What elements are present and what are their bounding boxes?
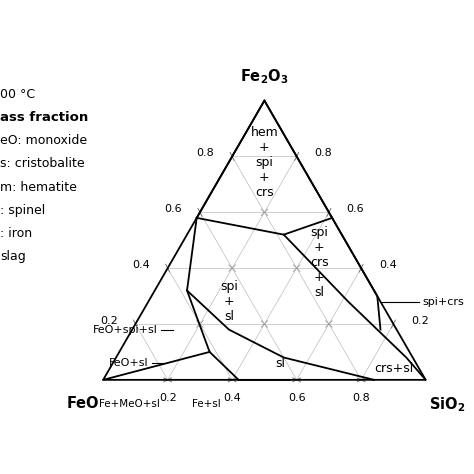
Text: FeO+spi+sl: FeO+spi+sl <box>93 325 158 335</box>
Text: 00 °C: 00 °C <box>0 88 35 100</box>
Text: 0.4: 0.4 <box>132 260 150 270</box>
Text: slag: slag <box>0 250 26 263</box>
Text: spi+crs: spi+crs <box>422 297 464 307</box>
Text: 0.4: 0.4 <box>379 260 397 270</box>
Text: : iron: : iron <box>0 227 32 240</box>
Text: 0.2: 0.2 <box>411 316 429 326</box>
Text: m: hematite: m: hematite <box>0 181 77 193</box>
Text: 0.2: 0.2 <box>159 393 176 403</box>
Text: ass fraction: ass fraction <box>0 111 88 124</box>
Text: 0.8: 0.8 <box>314 148 332 158</box>
Text: : spinel: : spinel <box>0 204 45 217</box>
Text: hem
+
spi
+
crs: hem + spi + crs <box>251 126 278 199</box>
Text: spi
+
sl: spi + sl <box>220 280 238 323</box>
Text: $\mathbf{SiO_2}$: $\mathbf{SiO_2}$ <box>429 395 465 414</box>
Text: 0.2: 0.2 <box>100 316 118 326</box>
Text: 0.4: 0.4 <box>223 393 241 403</box>
Text: sl: sl <box>275 356 285 370</box>
Text: eO: monoxide: eO: monoxide <box>0 134 87 147</box>
Text: $\mathbf{Fe_2O_3}$: $\mathbf{Fe_2O_3}$ <box>240 67 289 86</box>
Text: spi
+
crs
+
sl: spi + crs + sl <box>310 226 328 299</box>
Text: 0.8: 0.8 <box>352 393 370 403</box>
Text: 0.8: 0.8 <box>197 148 214 158</box>
Text: 0.6: 0.6 <box>164 204 182 214</box>
Text: $\mathbf{FeO}$: $\mathbf{FeO}$ <box>66 395 100 411</box>
Text: Fe+MeO+sl: Fe+MeO+sl <box>99 399 159 409</box>
Text: FeO+sl: FeO+sl <box>109 358 148 368</box>
Text: 0.6: 0.6 <box>346 204 364 214</box>
Text: Fe+sl: Fe+sl <box>192 399 221 409</box>
Text: 0.6: 0.6 <box>288 393 305 403</box>
Text: crs+sl: crs+sl <box>374 362 413 375</box>
Text: s: cristobalite: s: cristobalite <box>0 157 85 170</box>
